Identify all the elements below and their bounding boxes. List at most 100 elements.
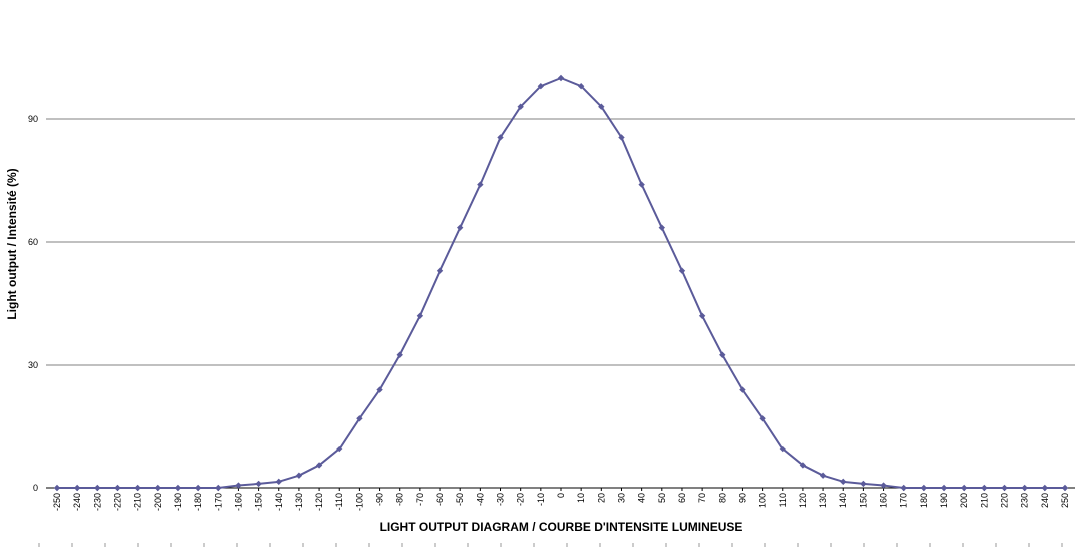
- data-point: [517, 103, 524, 110]
- x-tick-label: 190: [939, 493, 949, 508]
- x-tick-label: -100: [354, 493, 364, 511]
- data-point: [840, 478, 847, 486]
- x-tick-label: -170: [213, 493, 223, 511]
- gridlines: [46, 118, 1075, 366]
- x-tick-label: 110: [778, 493, 788, 507]
- x-tick-label: -50: [455, 493, 465, 506]
- x-tick-label: 50: [657, 493, 667, 503]
- data-point: [1021, 484, 1028, 492]
- x-tick-label: 70: [697, 493, 707, 503]
- x-tick-label: -200: [153, 493, 163, 511]
- x-tick-label: 30: [616, 493, 626, 503]
- x-tick-label: 230: [1020, 493, 1030, 508]
- data-point: [759, 415, 766, 422]
- series-group: [53, 74, 1069, 492]
- data-point: [638, 181, 645, 188]
- data-point: [779, 445, 786, 453]
- data-point: [598, 103, 605, 110]
- y-tick-label: 60: [28, 237, 38, 247]
- x-tick-label: -160: [233, 493, 243, 511]
- x-tick-label: 150: [858, 493, 868, 508]
- data-point: [275, 478, 282, 486]
- x-tick-label: -230: [92, 493, 102, 511]
- x-tick-label: 130: [818, 493, 828, 508]
- data-point: [981, 484, 988, 492]
- data-point: [194, 484, 202, 492]
- data-point: [255, 480, 262, 488]
- x-tick-label: 10: [576, 493, 586, 503]
- data-point: [799, 462, 807, 469]
- data-point: [315, 462, 323, 469]
- x-tick-label: -80: [395, 493, 405, 506]
- data-point: [416, 312, 424, 319]
- data-point: [920, 484, 928, 492]
- x-tick-label: 160: [879, 493, 889, 508]
- data-point: [577, 83, 585, 90]
- x-tick-label: -220: [112, 493, 122, 511]
- y-axis-title: Light output / Intensité (%): [5, 168, 19, 319]
- data-point: [336, 445, 343, 453]
- x-tick-label: -150: [254, 493, 264, 511]
- y-tick-label: 90: [28, 114, 38, 124]
- x-tick-label: -10: [536, 493, 546, 506]
- x-tick-label: 90: [737, 493, 747, 503]
- x-tick-label: 250: [1060, 493, 1070, 508]
- data-point: [860, 480, 867, 488]
- x-tick-label: 0: [556, 493, 566, 498]
- data-point: [678, 267, 686, 274]
- data-point: [497, 134, 504, 141]
- data-point: [537, 83, 545, 90]
- data-point: [940, 484, 948, 492]
- x-tick-label: -110: [334, 493, 344, 510]
- x-tick-label: -240: [72, 493, 82, 511]
- data-point: [396, 351, 403, 358]
- x-tick-label: -20: [516, 493, 526, 506]
- x-tick-label: -130: [294, 493, 304, 511]
- data-point: [1061, 484, 1069, 492]
- y-tick-label: 30: [28, 360, 38, 370]
- x-tick-label: -190: [173, 493, 183, 511]
- x-tick-label: 140: [838, 493, 848, 508]
- y-tick-labels: 0 30 60 90 120: [23, 0, 38, 493]
- x-tick-label: 200: [959, 493, 969, 508]
- x-tick-label: 180: [919, 493, 929, 508]
- data-point: [457, 224, 464, 231]
- data-point: [880, 482, 887, 489]
- bottom-tick-marks: [38, 543, 1063, 547]
- x-axis-title: LIGHT OUTPUT DIAGRAM / COURBE D'INTENSIT…: [380, 520, 743, 534]
- x-tick-label: -70: [415, 493, 425, 506]
- data-point: [134, 484, 141, 492]
- x-tick-label: 170: [899, 493, 909, 508]
- x-tick-label: -40: [475, 493, 485, 506]
- x-tick-labels: -250 -240 -230 -220 -210 -200 -190 -180 -170 -160…: [52, 493, 1070, 511]
- x-tick-label: 60: [677, 493, 687, 503]
- x-tick-label: -90: [375, 493, 385, 506]
- data-point: [698, 312, 706, 319]
- x-tick-label: 220: [1000, 493, 1010, 508]
- x-tick-label: 40: [637, 493, 647, 503]
- y-tick-label: 0: [33, 483, 38, 493]
- x-tick-label: -30: [496, 493, 506, 506]
- data-point: [739, 386, 746, 393]
- data-point: [900, 484, 907, 492]
- x-tick-label: -60: [435, 493, 445, 506]
- data-point: [436, 267, 444, 274]
- x-tick-label: -250: [52, 493, 62, 511]
- data-point: [557, 74, 565, 82]
- data-point: [618, 134, 625, 141]
- x-tick-label: 120: [798, 493, 808, 508]
- x-tick-label: -140: [274, 493, 284, 511]
- data-point: [961, 484, 968, 492]
- data-point: [94, 484, 101, 492]
- x-tick-label: -180: [193, 493, 203, 511]
- series-line: [57, 77, 1065, 489]
- x-tick-label: 240: [1040, 493, 1050, 508]
- data-point: [719, 351, 726, 358]
- data-point: [235, 482, 242, 489]
- x-tick-label: 210: [979, 493, 989, 508]
- data-point: [53, 484, 61, 492]
- data-point: [819, 472, 827, 479]
- x-tick-label: 80: [717, 493, 727, 503]
- x-tick-label: -120: [314, 493, 324, 511]
